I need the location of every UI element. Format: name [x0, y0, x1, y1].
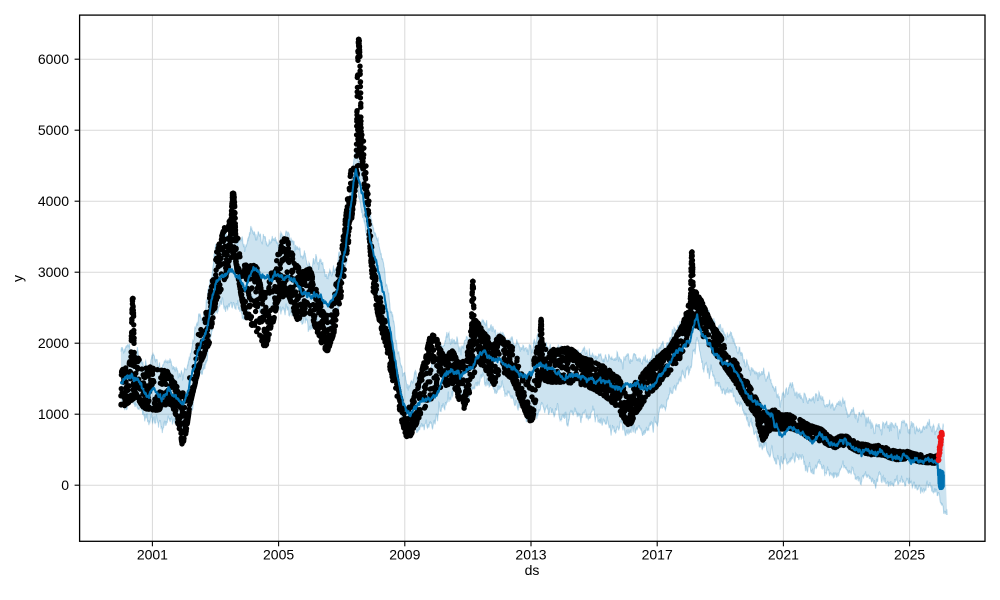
svg-text:2001: 2001	[137, 547, 168, 563]
svg-text:2025: 2025	[894, 547, 925, 563]
svg-text:ds: ds	[525, 562, 540, 578]
svg-text:2021: 2021	[768, 547, 799, 563]
svg-text:6000: 6000	[38, 51, 69, 67]
svg-text:3000: 3000	[38, 264, 69, 280]
svg-text:2009: 2009	[389, 547, 420, 563]
svg-text:y: y	[10, 275, 26, 282]
svg-text:2005: 2005	[263, 547, 294, 563]
svg-text:2013: 2013	[515, 547, 546, 563]
svg-text:2017: 2017	[642, 547, 673, 563]
svg-text:0: 0	[61, 477, 69, 493]
svg-text:2000: 2000	[38, 335, 69, 351]
svg-text:4000: 4000	[38, 193, 69, 209]
svg-text:1000: 1000	[38, 406, 69, 422]
svg-text:5000: 5000	[38, 122, 69, 138]
